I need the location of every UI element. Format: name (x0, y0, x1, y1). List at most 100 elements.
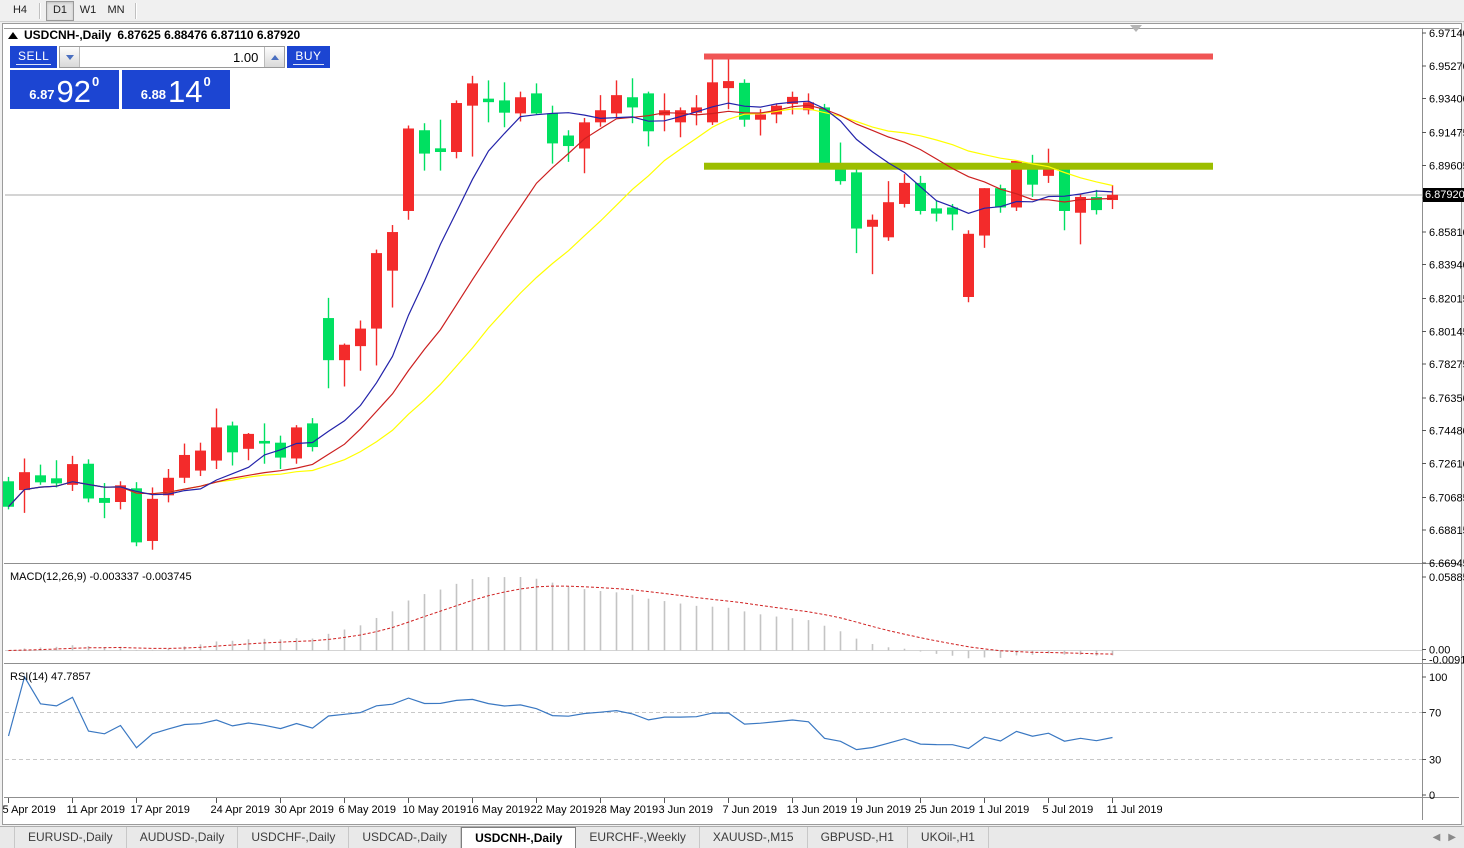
svg-text:6.72610: 6.72610 (1429, 459, 1464, 471)
candles (3, 57, 1118, 550)
tab-eurchf-weekly[interactable]: EURCHF-,Weekly (576, 827, 700, 848)
chevron-down-icon (65, 54, 74, 60)
ask-price-pips: 14 (168, 74, 203, 109)
rsi-axis-labels: 100 70 30 0 (1422, 672, 1447, 802)
tab-usdcad-daily[interactable]: USDCAD-,Daily (349, 827, 462, 848)
chart-tab-bar: EURUSD-,Daily AUDUSD-,Daily USDCHF-,Daily U… (0, 826, 1464, 848)
one-click-trade-panel: SELL BUY 6.87 92 0 6.88 (10, 46, 330, 109)
toolbar-separator (39, 2, 41, 19)
tab-scroll-right-button[interactable]: ▶ (1448, 831, 1456, 843)
toolbar-separator (135, 2, 137, 19)
svg-text:3 Jun 2019: 3 Jun 2019 (659, 804, 713, 816)
rsi-line (7, 675, 1113, 751)
chart-shift-marker-icon (1130, 25, 1142, 32)
tab-usdcnh-daily[interactable]: USDCNH-,Daily (461, 827, 577, 848)
pane-borders (4, 28, 1459, 820)
volume-increase-button[interactable] (264, 47, 285, 67)
svg-text:6 May 2019: 6 May 2019 (339, 804, 396, 816)
timeframe-button-h4[interactable]: H4 (12, 3, 28, 16)
macd-signal-line (8, 585, 1113, 655)
bid-price-box[interactable]: 6.87 92 0 (10, 70, 119, 109)
tab-usdchf-daily[interactable]: USDCHF-,Daily (238, 827, 350, 848)
ask-price-point: 0 (203, 74, 211, 89)
svg-text:30: 30 (1429, 755, 1441, 767)
svg-text:6.85810: 6.85810 (1429, 227, 1464, 239)
svg-text:19 Jun 2019: 19 Jun 2019 (851, 804, 912, 816)
chart-ohlc-values: 6.87625 6.88476 6.87110 6.87920 (117, 28, 301, 42)
buy-button[interactable]: BUY (287, 46, 330, 68)
svg-text:6.74480: 6.74480 (1429, 426, 1464, 438)
svg-text:6.76350: 6.76350 (1429, 393, 1464, 405)
price-axis-labels: 6.971406.952706.934006.914756.896056.877… (1422, 28, 1464, 570)
tab-audusd-daily[interactable]: AUDUSD-,Daily (127, 827, 239, 848)
svg-text:6.80145: 6.80145 (1429, 326, 1464, 338)
bid-price-pips: 92 (56, 74, 92, 109)
collapse-arrow-icon[interactable] (8, 31, 18, 39)
svg-text:5 Jul 2019: 5 Jul 2019 (1043, 804, 1094, 816)
chevron-up-icon (270, 54, 279, 60)
timeframe-button-mn[interactable]: MN (107, 3, 125, 16)
svg-text:6.83940: 6.83940 (1429, 260, 1464, 272)
chart-window (2, 23, 1462, 825)
svg-text:6.70685: 6.70685 (1429, 492, 1464, 504)
svg-text:6.82015: 6.82015 (1429, 293, 1464, 305)
svg-text:28 May 2019: 28 May 2019 (595, 804, 659, 816)
timeframe-toolbar: H4 D1 W1 MN (0, 0, 1464, 22)
svg-text:30 Apr 2019: 30 Apr 2019 (275, 804, 334, 816)
support-band (704, 162, 1213, 170)
tab-gbpusd-h1[interactable]: GBPUSD-,H1 (808, 827, 908, 848)
tab-scroll-left-button[interactable]: ◀ (1432, 831, 1441, 843)
volume-input[interactable] (80, 47, 265, 67)
moving-average-lines (8, 100, 1113, 508)
bid-price-major: 6.87 (29, 87, 55, 102)
svg-text:6.89605: 6.89605 (1429, 160, 1464, 172)
volume-stepper (59, 46, 286, 68)
svg-text:6.68815: 6.68815 (1429, 525, 1464, 537)
macd-pane (5, 577, 1422, 659)
svg-text:11 Jul 2019: 11 Jul 2019 (1107, 804, 1163, 816)
tab-xauusd-m15[interactable]: XAUUSD-,M15 (700, 827, 808, 848)
svg-text:-0.009116: -0.009116 (1429, 655, 1464, 667)
svg-text:6.97140: 6.97140 (1429, 28, 1464, 40)
svg-text:6.95270: 6.95270 (1429, 61, 1464, 73)
resistance-band (704, 53, 1213, 60)
svg-text:11 Apr 2019: 11 Apr 2019 (67, 804, 126, 816)
tab-ukoil-h1[interactable]: UKOil-,H1 (908, 827, 989, 848)
buy-button-label: BUY (293, 49, 324, 65)
svg-text:70: 70 (1429, 707, 1441, 719)
svg-text:7 Jun 2019: 7 Jun 2019 (723, 804, 777, 816)
bid-price-point: 0 (92, 74, 100, 89)
current-price-tag: 6.87920 (1423, 188, 1464, 202)
svg-text:5 Apr 2019: 5 Apr 2019 (3, 804, 56, 816)
svg-text:17 Apr 2019: 17 Apr 2019 (131, 804, 190, 816)
svg-text:22 May 2019: 22 May 2019 (531, 804, 595, 816)
svg-text:1 Jul 2019: 1 Jul 2019 (979, 804, 1030, 816)
sell-button-label: SELL (16, 49, 52, 65)
ask-price-major: 6.88 (140, 87, 167, 102)
macd-label: MACD(12,26,9) -0.003337 -0.003745 (10, 571, 192, 583)
tab-scroll-buttons: ◀ ▶ (1433, 827, 1464, 848)
timeframe-button-d1[interactable]: D1 (46, 0, 74, 21)
svg-text:25 Jun 2019: 25 Jun 2019 (915, 804, 976, 816)
macd-axis-labels: 0.058851 0.00-0.009116 (1422, 572, 1464, 667)
rsi-label: RSI(14) 47.7857 (10, 671, 91, 683)
svg-text:100: 100 (1429, 672, 1447, 684)
chart-symbol-label: USDCNH-,Daily (24, 28, 112, 42)
svg-text:6.66945: 6.66945 (1429, 558, 1464, 570)
tab-eurusd-daily[interactable]: EURUSD-,Daily (14, 827, 127, 848)
svg-text:10 May 2019: 10 May 2019 (403, 804, 467, 816)
svg-text:0: 0 (1429, 790, 1435, 802)
svg-text:6.78275: 6.78275 (1429, 359, 1464, 371)
ma-14-line (8, 104, 1113, 508)
svg-text:6.93400: 6.93400 (1429, 94, 1464, 106)
ask-price-box[interactable]: 6.88 14 0 (121, 70, 230, 109)
svg-text:13 Jun 2019: 13 Jun 2019 (787, 804, 848, 816)
volume-decrease-button[interactable] (60, 47, 81, 67)
sell-button[interactable]: SELL (10, 46, 58, 68)
timeframe-button-w1[interactable]: W1 (79, 3, 97, 16)
svg-text:6.91475: 6.91475 (1429, 127, 1464, 139)
svg-text:24 Apr 2019: 24 Apr 2019 (211, 804, 270, 816)
date-axis-labels: 5 Apr 2019 11 Apr 2019 17 Apr 2019 24 Apr 2… (3, 798, 1163, 816)
